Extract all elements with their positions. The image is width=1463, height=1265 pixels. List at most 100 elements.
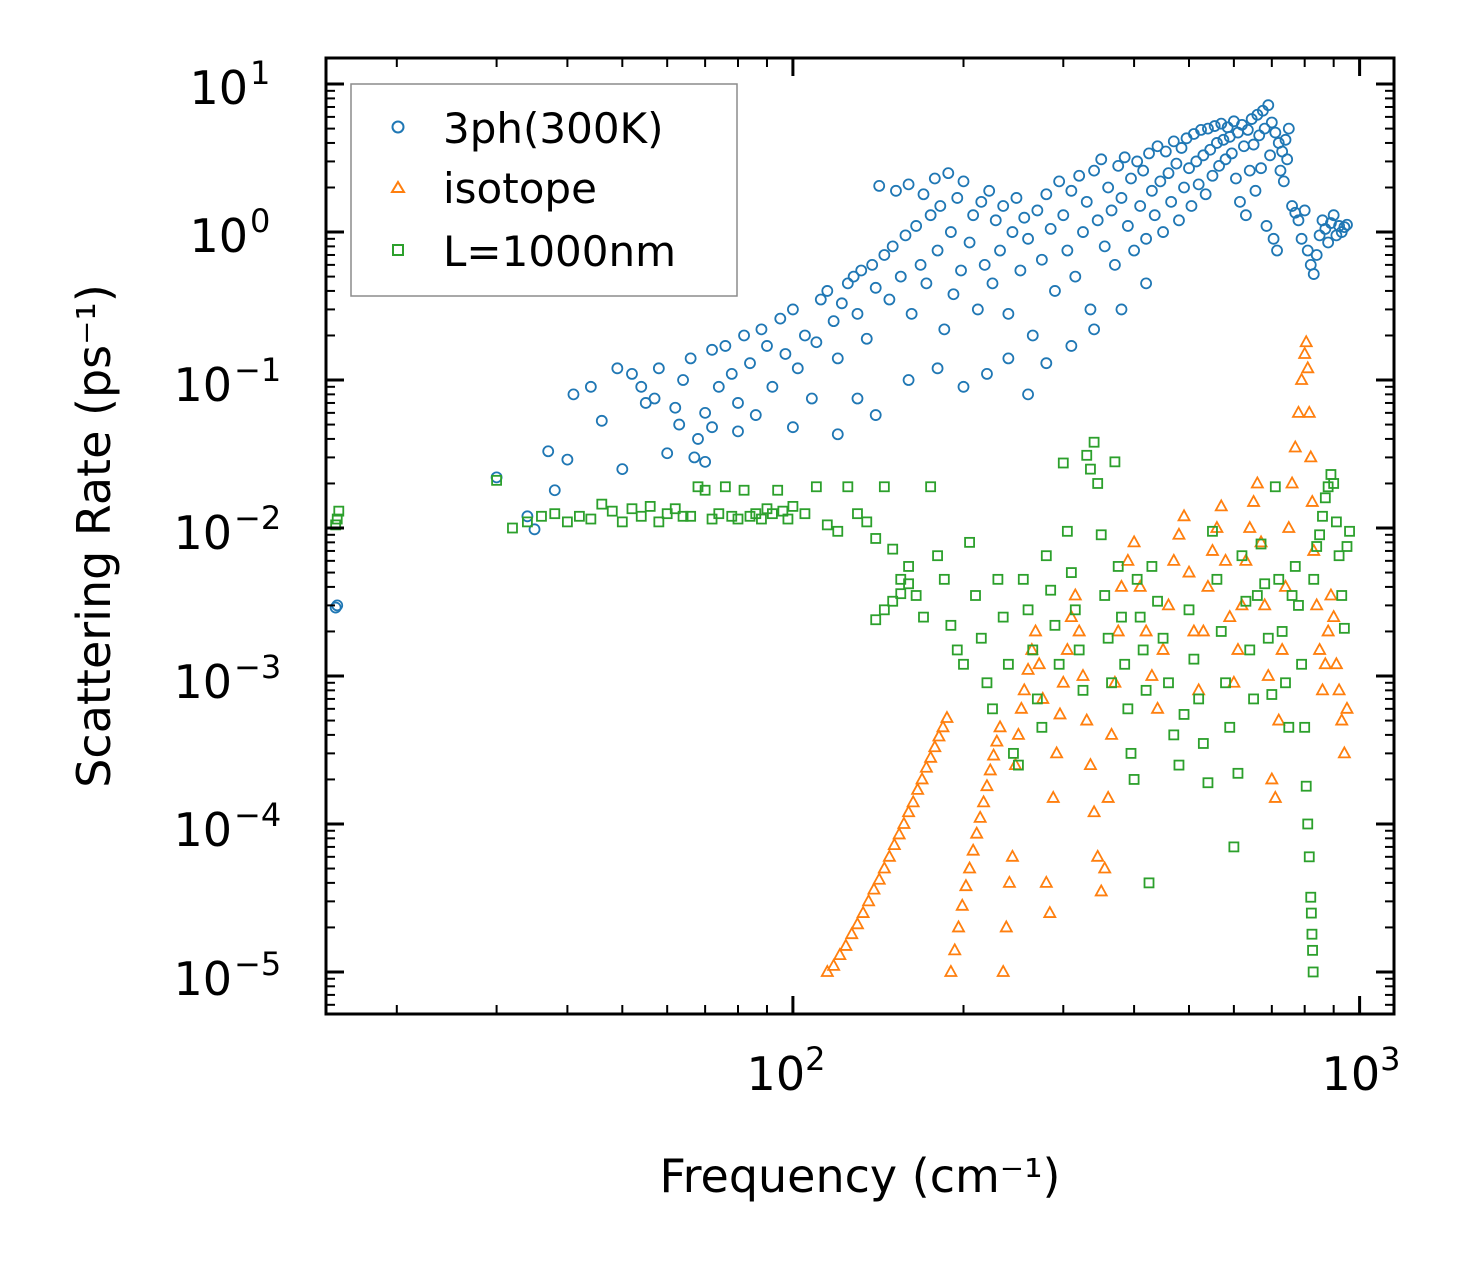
x-tick-label-100: 102 xyxy=(747,1040,826,1101)
data-point-square xyxy=(938,573,950,585)
data-point-circle xyxy=(1031,204,1044,217)
series-2 xyxy=(330,436,1355,978)
data-point-circle xyxy=(1148,209,1161,222)
svg-text:10: 10 xyxy=(189,61,248,115)
svg-text:10: 10 xyxy=(173,655,232,709)
data-point-circle xyxy=(1204,143,1217,156)
data-point-triangle xyxy=(1321,623,1336,637)
data-point-triangle xyxy=(979,778,994,792)
data-point-square xyxy=(842,481,854,493)
data-point-triangle xyxy=(1191,682,1206,696)
data-point-triangle xyxy=(1264,771,1279,785)
data-point-square xyxy=(1057,457,1069,469)
data-point-triangle xyxy=(939,710,954,723)
data-point-triangle xyxy=(1171,526,1186,540)
data-point-square xyxy=(1116,611,1127,623)
data-point-triangle xyxy=(1257,597,1272,611)
data-point-square xyxy=(1248,693,1259,705)
data-point-triangle xyxy=(1079,712,1094,726)
data-point-square xyxy=(1095,529,1107,541)
data-point-circle xyxy=(1230,172,1242,185)
data-point-square xyxy=(903,578,914,590)
data-point-square xyxy=(626,503,638,515)
y-tick-label-1e-1: 10 −1 xyxy=(173,351,281,412)
data-point-square xyxy=(1299,721,1311,733)
data-point-circle xyxy=(490,471,503,484)
data-point-square xyxy=(958,658,969,670)
data-point-triangle xyxy=(1339,700,1355,714)
legend: 3ph(300K) isotope L=1000nm xyxy=(350,83,738,297)
data-point-square xyxy=(713,508,725,520)
data-point-square xyxy=(1053,658,1065,670)
data-point-circle xyxy=(1084,303,1097,316)
data-point-circle xyxy=(1151,140,1164,153)
data-point-square xyxy=(1305,907,1317,919)
data-point-square xyxy=(821,519,833,531)
data-point-circle xyxy=(699,455,712,468)
svg-text:103: 103 xyxy=(1322,1040,1401,1101)
data-point-circle xyxy=(706,343,718,356)
data-point-square xyxy=(1077,684,1089,696)
data-point-square xyxy=(932,550,943,562)
data-point-triangle xyxy=(1101,790,1116,803)
data-point-circle xyxy=(1206,169,1219,182)
data-point-triangle xyxy=(1186,623,1201,637)
data-point-circle xyxy=(1225,147,1238,160)
data-point-circle xyxy=(1073,169,1086,182)
data-point-circle xyxy=(1173,214,1185,227)
data-point-circle xyxy=(905,307,918,320)
data-point-triangle xyxy=(999,919,1014,933)
data-point-square xyxy=(918,611,929,623)
data-point-circle xyxy=(938,323,951,336)
data-point-circle xyxy=(869,409,882,421)
data-point-circle xyxy=(1006,226,1019,238)
data-point-circle xyxy=(920,277,933,290)
data-point-triangle xyxy=(901,804,916,818)
y-axis-title: Scattering Rate (ps⁻¹) xyxy=(67,284,121,788)
data-point-triangle xyxy=(1196,623,1211,637)
data-point-circle xyxy=(1208,120,1221,132)
data-point-circle xyxy=(841,277,854,290)
data-point-circle xyxy=(1269,126,1282,139)
data-point-square xyxy=(1183,604,1195,616)
data-point-triangle xyxy=(1271,712,1286,726)
data-point-circle xyxy=(787,303,799,316)
data-point-circle xyxy=(1102,181,1115,194)
data-point-circle xyxy=(873,180,886,192)
data-point-square xyxy=(1344,525,1355,537)
data-point-circle xyxy=(1170,157,1183,170)
data-point-square xyxy=(1137,644,1149,656)
data-point-square xyxy=(1109,456,1121,468)
data-point-circle xyxy=(886,240,899,253)
y-tick-label-1e-5: 10 −5 xyxy=(173,945,281,1006)
data-point-circle xyxy=(1061,244,1074,257)
data-point-circle xyxy=(692,433,704,445)
data-point-circle xyxy=(521,510,534,523)
data-point-square xyxy=(635,510,647,522)
data-point-circle xyxy=(732,397,744,409)
plot-frame xyxy=(324,56,1396,1016)
svg-text:10: 10 xyxy=(189,209,248,263)
data-point-circle xyxy=(1057,209,1070,222)
data-point-circle xyxy=(981,368,993,380)
data-point-square xyxy=(992,573,1004,585)
data-point-triangle xyxy=(1011,727,1026,740)
data-point-circle xyxy=(749,409,762,421)
data-point-square xyxy=(1240,595,1252,607)
data-point-circle xyxy=(1219,153,1232,166)
data-point-square xyxy=(1128,774,1140,785)
svg-text:−5: −5 xyxy=(234,945,281,983)
data-point-triangle xyxy=(1299,334,1314,348)
data-point-square xyxy=(1293,599,1304,611)
data-point-circle xyxy=(652,362,665,375)
data-point-circle xyxy=(851,307,864,320)
data-point-square xyxy=(1125,747,1137,759)
data-point-triangle xyxy=(1120,552,1135,566)
y-tick-label-1e-3: 10 −3 xyxy=(173,648,281,709)
data-point-square xyxy=(1262,632,1274,644)
data-point-triangle xyxy=(906,794,921,808)
data-point-square xyxy=(1112,561,1124,572)
data-point-triangle xyxy=(962,860,977,874)
data-point-square xyxy=(1300,780,1312,792)
data-point-circle xyxy=(799,329,811,342)
